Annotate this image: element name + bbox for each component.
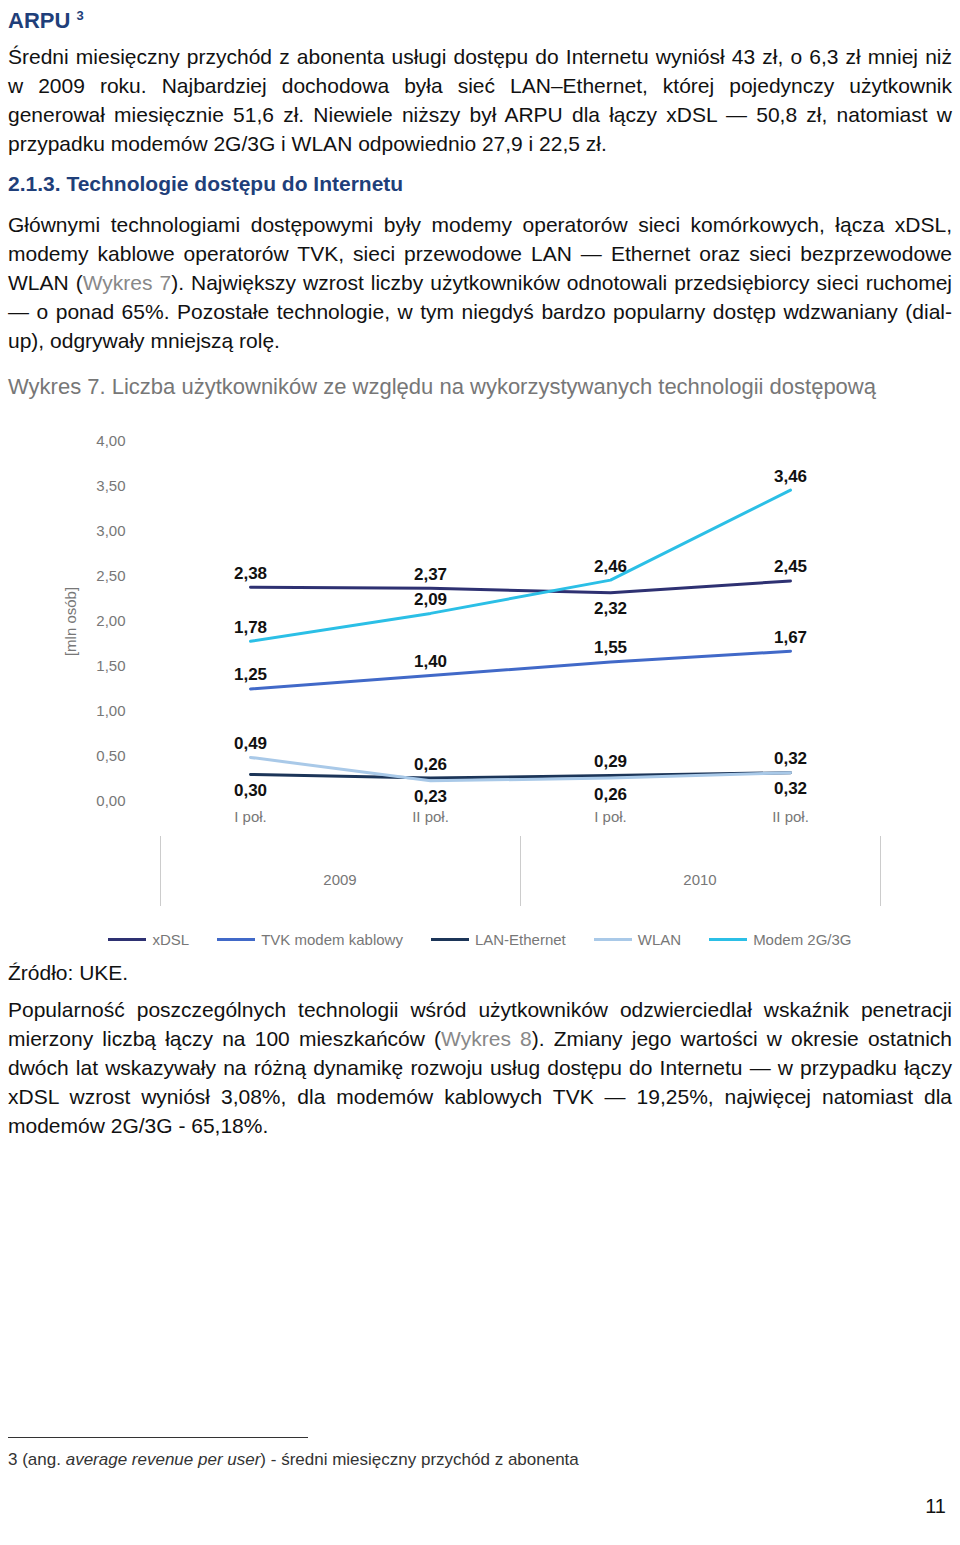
svg-text:I poł.: I poł. [234, 808, 267, 825]
svg-text:0,32: 0,32 [774, 749, 807, 768]
svg-text:II poł.: II poł. [772, 808, 809, 825]
svg-text:1,25: 1,25 [234, 666, 267, 685]
html-text:TVK modem kablowy: TVK modem kablowy [261, 931, 403, 949]
svg-text:0,23: 0,23 [414, 788, 447, 807]
svg-text:2,32: 2,32 [594, 599, 627, 618]
svg-text:1,40: 1,40 [414, 652, 447, 671]
svg-text:4,00: 4,00 [96, 433, 125, 450]
svg-text:I poł.: I poł. [594, 808, 627, 825]
svg-text:0,00: 0,00 [96, 793, 125, 810]
svg-text:2,46: 2,46 [594, 557, 627, 576]
html-text:Popularność poszczególnych tec: Popularność poszczególnych technologii w… [8, 998, 952, 1138]
svg-text:2,00: 2,00 [96, 613, 125, 630]
svg-text:0,50: 0,50 [96, 748, 125, 765]
svg-text:2,38: 2,38 [234, 564, 267, 583]
svg-text:[mln osób]: [mln osób] [62, 587, 79, 656]
html-text:Głównymi technologiami dostępo: Głównymi technologiami dostępowymi były … [8, 213, 952, 353]
svg-text:2,09: 2,09 [414, 590, 447, 609]
svg-text:0,32: 0,32 [774, 779, 807, 798]
html-text:3 (ang. average revenue per us: 3 (ang. average revenue per user) - śred… [8, 1450, 579, 1469]
svg-text:2,45: 2,45 [774, 558, 807, 577]
html-text:WLAN: WLAN [637, 931, 682, 949]
svg-text:1,78: 1,78 [234, 618, 267, 637]
svg-text:II poł.: II poł. [412, 808, 449, 825]
svg-text:0,29: 0,29 [594, 752, 627, 771]
svg-text:0,26: 0,26 [594, 785, 627, 804]
svg-text:1,67: 1,67 [774, 628, 807, 647]
svg-text:1,55: 1,55 [594, 639, 627, 658]
svg-text:2,50: 2,50 [96, 568, 125, 585]
svg-text:3,46: 3,46 [774, 467, 807, 486]
html-text:Źródło: UKE.: Źródło: UKE. [8, 961, 129, 985]
svg-text:1,00: 1,00 [96, 703, 125, 720]
html-text:2009: 2009 [323, 871, 357, 889]
html-text:11: 11 [925, 1495, 946, 1517]
html-text:2010: 2010 [683, 871, 717, 889]
html-text:Średni miesięczny przychód z a: Średni miesięczny przychód z abonenta us… [8, 45, 952, 156]
svg-text:1,50: 1,50 [96, 658, 125, 675]
svg-text:0,26: 0,26 [414, 755, 447, 774]
html-text:Wykres 7. Liczba użytkowników: Wykres 7. Liczba użytkowników ze względu… [8, 374, 876, 400]
html-text:ARPU3: ARPU3 [8, 8, 84, 34]
html-text:2.1.3. Technologie dostępu do: 2.1.3. Technologie dostępu do Internetu [8, 172, 404, 196]
svg-text:0,30: 0,30 [234, 781, 267, 800]
svg-text:3,00: 3,00 [96, 523, 125, 540]
svg-text:3,50: 3,50 [96, 478, 125, 495]
svg-text:2,37: 2,37 [414, 565, 447, 584]
html-text:Modem 2G/3G: Modem 2G/3G [753, 931, 852, 949]
html-text:LAN-Ethernet: LAN-Ethernet [474, 931, 566, 949]
svg-text:0,49: 0,49 [234, 734, 267, 753]
html-text:xDSL: xDSL [152, 931, 190, 949]
